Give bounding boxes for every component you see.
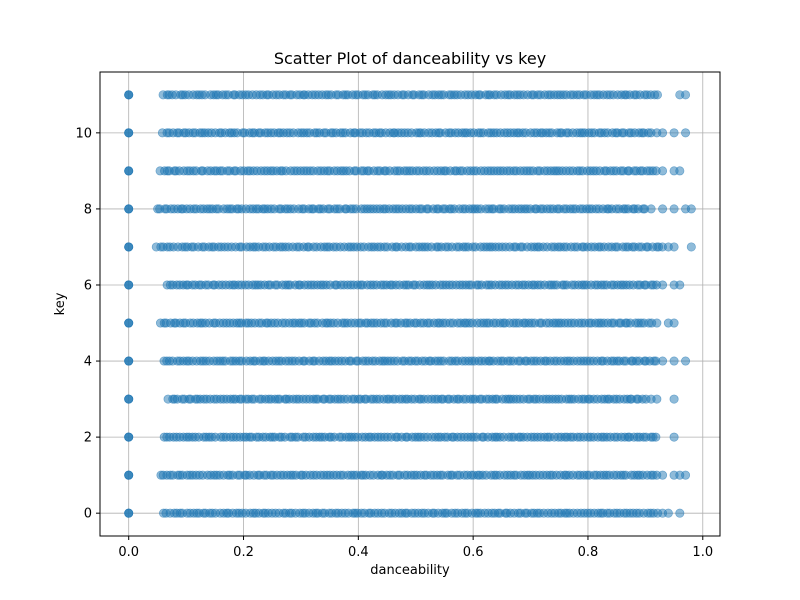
grid-lines bbox=[100, 72, 720, 536]
data-point bbox=[675, 280, 685, 290]
data-point bbox=[669, 394, 679, 404]
chart-title: Scatter Plot of danceability vs key bbox=[274, 49, 546, 68]
data-point bbox=[658, 356, 668, 366]
x-tick-label: 0.2 bbox=[233, 545, 254, 560]
key-row-3 bbox=[124, 394, 679, 404]
x-tick-label: 0.8 bbox=[578, 545, 599, 560]
data-point bbox=[124, 318, 134, 328]
data-point bbox=[669, 318, 679, 328]
y-tick-label: 10 bbox=[75, 126, 92, 141]
key-row-2 bbox=[124, 432, 679, 442]
key-row-7 bbox=[124, 242, 696, 252]
x-tick-label: 0.6 bbox=[463, 545, 484, 560]
data-point bbox=[686, 204, 696, 214]
data-point bbox=[124, 204, 134, 214]
key-row-6 bbox=[124, 280, 685, 290]
data-point bbox=[663, 508, 673, 518]
data-point bbox=[646, 204, 656, 214]
data-point bbox=[658, 128, 668, 138]
data-points bbox=[124, 90, 696, 518]
data-point bbox=[669, 242, 679, 252]
data-point bbox=[124, 166, 134, 176]
data-point bbox=[669, 204, 679, 214]
y-tick-label: 4 bbox=[84, 355, 92, 370]
data-point bbox=[658, 280, 668, 290]
data-point bbox=[124, 280, 134, 290]
data-point bbox=[651, 432, 661, 442]
data-point bbox=[681, 90, 691, 100]
data-point bbox=[124, 90, 134, 100]
data-point bbox=[669, 356, 679, 366]
y-tick-label: 6 bbox=[84, 278, 92, 293]
data-point bbox=[124, 356, 134, 366]
plot-area-frame bbox=[99, 71, 721, 537]
data-point bbox=[652, 318, 662, 328]
data-point bbox=[669, 432, 679, 442]
y-axis-label: key bbox=[53, 292, 68, 315]
x-tick-label: 0.0 bbox=[118, 545, 139, 560]
data-point bbox=[652, 394, 662, 404]
data-point bbox=[124, 394, 134, 404]
x-axis-label: danceability bbox=[370, 563, 450, 578]
data-point bbox=[124, 470, 134, 480]
key-row-9 bbox=[124, 166, 685, 176]
y-tick-label: 0 bbox=[84, 507, 92, 522]
data-point bbox=[652, 90, 662, 100]
key-row-11 bbox=[124, 90, 691, 100]
data-point bbox=[124, 242, 134, 252]
data-point bbox=[681, 128, 691, 138]
data-point bbox=[124, 432, 134, 442]
data-point bbox=[124, 508, 134, 518]
y-tick-label: 2 bbox=[84, 431, 92, 446]
data-point bbox=[658, 470, 668, 480]
x-tick-label: 0.4 bbox=[348, 545, 369, 560]
key-row-4 bbox=[124, 356, 691, 366]
data-point bbox=[675, 166, 685, 176]
key-row-8 bbox=[124, 204, 696, 214]
y-tick-label: 8 bbox=[84, 202, 92, 217]
data-point bbox=[686, 242, 696, 252]
data-point bbox=[681, 356, 691, 366]
x-axis-ticks: 0.0 0.2 0.4 0.6 0.8 1.0 bbox=[118, 536, 713, 560]
x-tick-label: 1.0 bbox=[692, 545, 713, 560]
key-row-0 bbox=[124, 508, 685, 518]
y-axis-ticks: 0 2 4 6 8 10 bbox=[75, 126, 100, 522]
data-point bbox=[124, 128, 134, 138]
data-point bbox=[669, 128, 679, 138]
key-row-10 bbox=[124, 128, 691, 138]
key-row-1 bbox=[124, 470, 691, 480]
data-point bbox=[675, 508, 685, 518]
data-point bbox=[658, 166, 668, 176]
data-point bbox=[658, 204, 668, 214]
data-point bbox=[681, 470, 691, 480]
key-row-5 bbox=[124, 318, 679, 328]
